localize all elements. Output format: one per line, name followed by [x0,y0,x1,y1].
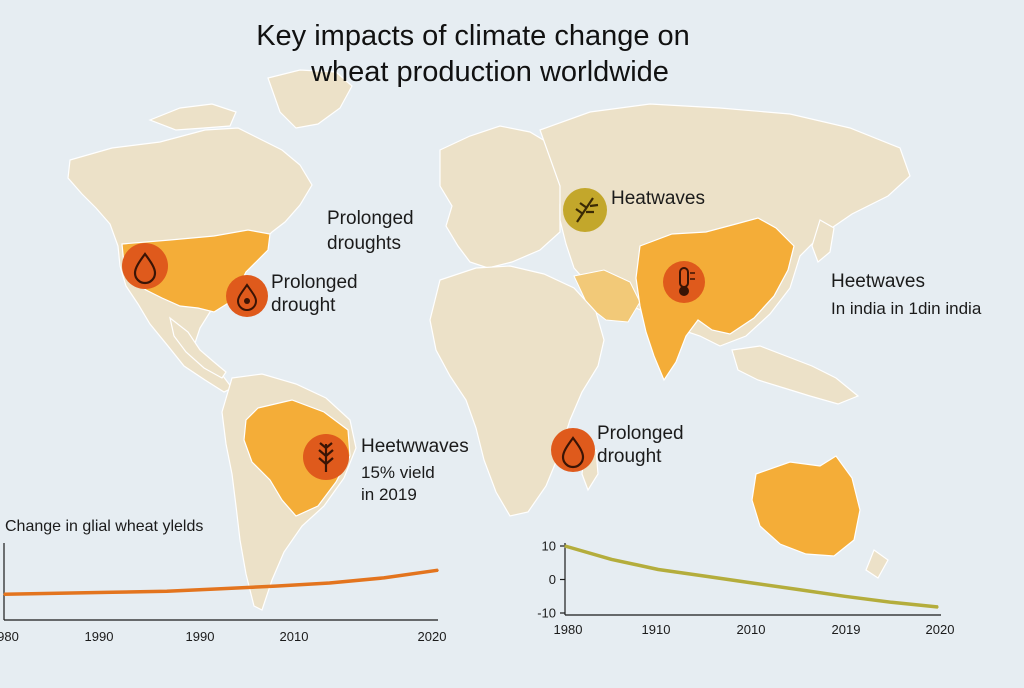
canadian-arctic-land [148,103,237,131]
title-line-1: Key impacts of climate change on [256,20,690,52]
new-zealand-land [865,549,889,579]
drop-dot [244,298,250,304]
chart-1-y-tick-label: -10 [537,606,556,621]
central-america-land [169,316,227,379]
chart-0-data-point [383,577,385,579]
chart-1-data-point [797,588,799,591]
heatwave-icon-asia-circle [663,261,705,303]
heatwave-icon-russia [563,188,607,232]
chart-left-title: Change in glial wheat ylelds [5,518,203,535]
label-prolonged-drought-us-2: drought [271,295,336,316]
label-heatwaves-brazil-sub-1: 15% vield [361,463,435,482]
chart-0-data-point [274,585,277,587]
water-drop-icon [561,436,585,469]
chart-global-yields: Change in glial wheat ylelds 980 1990 1990… [0,518,446,644]
chart-1-data-point [657,568,660,571]
heatwave-icon-asia [663,261,705,303]
chart-0-x-tick-label: 1990 [186,629,215,644]
drought-icon-east-us-circle [226,275,268,317]
drought-icon-africa [551,428,595,472]
chart-0-data-point [57,592,60,595]
label-prolonged-droughts-2: droughts [327,233,401,254]
chart-0-data-point [111,591,114,594]
label-heatwaves-russia: Heatwaves [611,188,705,209]
chart-0-x-tick-label: 980 [0,629,19,644]
chart-right-tick-group: 1980 1910 2010 2019 2020 10 0 -10 [537,539,954,638]
chart-1-data-point [610,558,613,561]
thermometer-bulb [679,286,689,296]
africa-land [429,265,605,517]
label-heatwaves-asia-sub: In india in 1din india [831,299,982,318]
heatwave-icon-brazil [303,434,349,480]
brazil-highlighted-region [243,399,351,517]
chart-0-data-point [166,590,168,593]
chart-1-data-point [704,575,706,577]
chart-1-data-point [844,595,846,598]
chart-1-data-point [937,606,939,608]
chart-0-x-tick-label: 2010 [280,629,309,644]
chart-0-x-tick-label: 2020 [418,629,447,644]
chart-1-x-tick-label: 2019 [832,622,861,637]
title-line-2: wheat production worldwide [310,56,669,88]
chart-yield-change: 1980 1910 2010 2019 2020 10 0 -10 [537,539,954,638]
chart-1-x-tick-label: 1980 [554,622,583,637]
australia-highlighted-region [751,455,861,557]
chart-left-series-group [3,568,439,597]
label-prolonged-drought-us-1: Prolonged [271,272,358,293]
chart-1-data-point [564,545,566,547]
chart-1-data-point [750,582,753,584]
label-heatwaves-brazil-sub-2: in 2019 [361,485,417,504]
chart-right-series-group [564,544,939,609]
chart-0-data-point [3,593,5,596]
drought-icon-east-us [226,275,268,317]
chart-0-data-point [220,587,222,590]
chart-1-data-point [890,601,893,604]
chart-left-tick-group: 980 1990 1990 2010 2020 [0,629,446,644]
chart-1-x-tick-label: 2010 [737,622,766,637]
asia-land [539,103,911,347]
label-heatwaves-brazil-title: Heetwwaves [361,436,469,457]
drought-icon-africa-circle [551,428,595,472]
drought-icon-usa [122,243,168,289]
chart-0-data-point [328,582,331,584]
label-prolonged-drought-africa-2: drought [597,446,662,467]
chart-0-data-point [437,569,439,571]
greenland-land [267,69,353,129]
drought-icon-usa-circle [122,243,168,289]
label-prolonged-drought-africa-1: Prolonged [597,423,684,444]
label-prolonged-droughts-1: Prolonged [327,208,414,229]
europe-land [439,125,571,269]
chart-1-y-tick-label: 10 [542,539,556,554]
chart-1-x-tick-label: 1910 [642,622,671,637]
wheat-icon [318,442,334,472]
japan-land [811,219,835,264]
chart-0-x-tick-label: 1990 [85,629,114,644]
chart-1-x-tick-label: 2020 [926,622,955,637]
china-india-highlighted-region [635,217,795,382]
label-heatwaves-asia-title: Heetwaves [831,271,925,292]
water-drop-icon [236,283,258,311]
chart-1-y-tick-label: 0 [549,572,556,587]
world-map [67,69,911,611]
wheat-icon [575,197,599,223]
southeast-asia-islands [731,345,860,405]
water-drop-icon [133,252,157,285]
